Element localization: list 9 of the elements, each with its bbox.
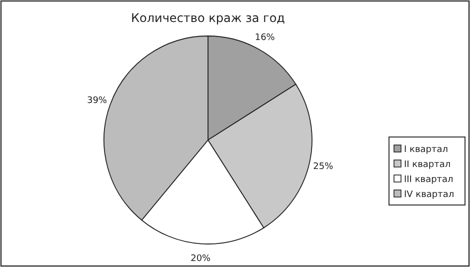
legend-label: III квартал <box>404 175 454 185</box>
chart-title: Количество краж за год <box>131 11 285 25</box>
legend-label: II квартал <box>404 160 451 170</box>
legend-label: IV квартал <box>404 190 454 200</box>
legend-label: I квартал <box>404 145 448 155</box>
data-label: 16% <box>254 32 276 43</box>
data-label: 39% <box>86 96 108 106</box>
data-label: 20% <box>190 254 212 264</box>
data-label: 25% <box>313 162 334 172</box>
